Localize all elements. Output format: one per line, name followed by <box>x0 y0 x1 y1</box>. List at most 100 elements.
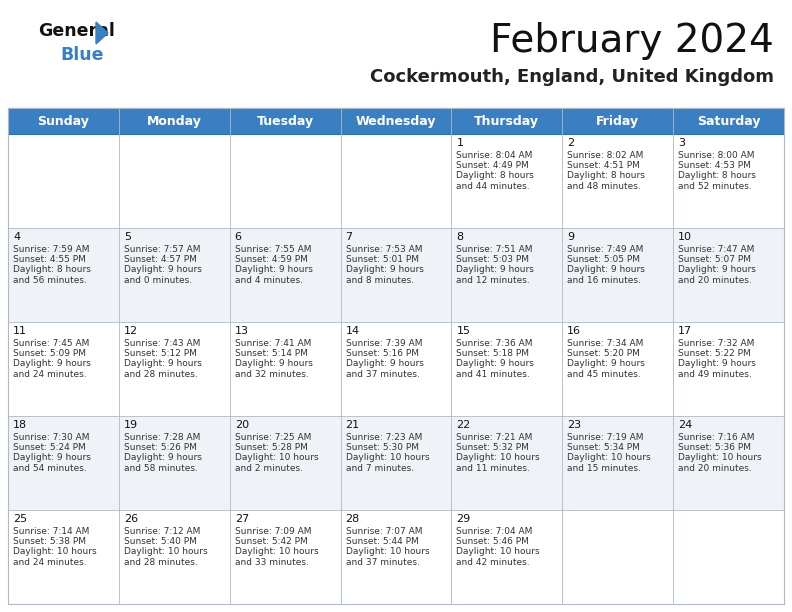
Text: 24: 24 <box>678 420 692 430</box>
Bar <box>119 322 230 416</box>
Bar <box>562 108 673 134</box>
Text: Sunset: 5:32 PM: Sunset: 5:32 PM <box>456 443 529 452</box>
Bar <box>451 510 562 604</box>
Text: and 11 minutes.: and 11 minutes. <box>456 464 531 473</box>
Text: General: General <box>38 22 115 40</box>
Text: 10: 10 <box>678 232 692 242</box>
Text: Sunrise: 7:28 AM: Sunrise: 7:28 AM <box>124 433 200 441</box>
Text: and 8 minutes.: and 8 minutes. <box>345 276 413 285</box>
Text: 1: 1 <box>456 138 463 148</box>
Text: 25: 25 <box>13 514 27 524</box>
Bar <box>562 134 673 228</box>
Bar <box>230 416 341 510</box>
Bar <box>8 134 119 228</box>
Text: 5: 5 <box>124 232 131 242</box>
Text: Sunset: 5:01 PM: Sunset: 5:01 PM <box>345 255 418 264</box>
Bar <box>119 510 230 604</box>
Text: Sunset: 5:03 PM: Sunset: 5:03 PM <box>456 255 529 264</box>
Text: and 20 minutes.: and 20 minutes. <box>678 276 752 285</box>
Text: 3: 3 <box>678 138 685 148</box>
Text: Daylight: 9 hours: Daylight: 9 hours <box>567 359 645 368</box>
Text: Daylight: 9 hours: Daylight: 9 hours <box>234 359 313 368</box>
Bar <box>8 108 119 134</box>
Bar <box>230 134 341 228</box>
Bar <box>673 108 784 134</box>
Text: Sunrise: 7:53 AM: Sunrise: 7:53 AM <box>345 245 422 253</box>
Bar <box>673 322 784 416</box>
Text: and 4 minutes.: and 4 minutes. <box>234 276 303 285</box>
Text: Sunset: 4:57 PM: Sunset: 4:57 PM <box>124 255 196 264</box>
Text: Sunrise: 7:36 AM: Sunrise: 7:36 AM <box>456 338 533 348</box>
Text: and 37 minutes.: and 37 minutes. <box>345 558 420 567</box>
Text: Sunset: 4:49 PM: Sunset: 4:49 PM <box>456 161 529 170</box>
Text: and 45 minutes.: and 45 minutes. <box>567 370 641 379</box>
Text: Sunrise: 7:32 AM: Sunrise: 7:32 AM <box>678 338 755 348</box>
Bar <box>451 416 562 510</box>
Text: Sunset: 5:22 PM: Sunset: 5:22 PM <box>678 349 751 358</box>
Text: Daylight: 10 hours: Daylight: 10 hours <box>234 548 318 556</box>
Text: Daylight: 10 hours: Daylight: 10 hours <box>456 453 540 463</box>
Text: 14: 14 <box>345 326 360 336</box>
Text: and 49 minutes.: and 49 minutes. <box>678 370 752 379</box>
Text: Sunrise: 7:23 AM: Sunrise: 7:23 AM <box>345 433 422 441</box>
Text: and 15 minutes.: and 15 minutes. <box>567 464 642 473</box>
Text: Sunrise: 7:47 AM: Sunrise: 7:47 AM <box>678 245 755 253</box>
Bar <box>230 322 341 416</box>
Text: Daylight: 9 hours: Daylight: 9 hours <box>456 359 535 368</box>
Text: 21: 21 <box>345 420 360 430</box>
Text: 11: 11 <box>13 326 27 336</box>
Text: Tuesday: Tuesday <box>257 114 314 127</box>
Bar <box>451 228 562 322</box>
Text: Sunrise: 7:43 AM: Sunrise: 7:43 AM <box>124 338 200 348</box>
Text: 26: 26 <box>124 514 138 524</box>
Polygon shape <box>96 22 108 44</box>
Text: 8: 8 <box>456 232 463 242</box>
Text: and 44 minutes.: and 44 minutes. <box>456 182 530 191</box>
Text: Friday: Friday <box>596 114 639 127</box>
Text: Daylight: 9 hours: Daylight: 9 hours <box>345 359 424 368</box>
Bar <box>451 322 562 416</box>
Text: Daylight: 10 hours: Daylight: 10 hours <box>567 453 651 463</box>
Text: February 2024: February 2024 <box>490 22 774 60</box>
Text: Daylight: 9 hours: Daylight: 9 hours <box>124 266 202 275</box>
Text: Sunrise: 7:19 AM: Sunrise: 7:19 AM <box>567 433 644 441</box>
Bar <box>8 510 119 604</box>
Text: Sunrise: 7:21 AM: Sunrise: 7:21 AM <box>456 433 533 441</box>
Text: Sunrise: 7:30 AM: Sunrise: 7:30 AM <box>13 433 89 441</box>
Text: Daylight: 8 hours: Daylight: 8 hours <box>678 171 756 181</box>
Text: Saturday: Saturday <box>697 114 760 127</box>
Bar <box>341 510 451 604</box>
Text: Blue: Blue <box>60 46 104 64</box>
Text: Sunset: 5:36 PM: Sunset: 5:36 PM <box>678 443 751 452</box>
Text: Sunset: 5:46 PM: Sunset: 5:46 PM <box>456 537 529 546</box>
Text: Daylight: 9 hours: Daylight: 9 hours <box>678 266 756 275</box>
Bar <box>119 134 230 228</box>
Text: Sunset: 5:26 PM: Sunset: 5:26 PM <box>124 443 196 452</box>
Bar <box>119 108 230 134</box>
Text: Sunrise: 7:57 AM: Sunrise: 7:57 AM <box>124 245 200 253</box>
Text: Sunset: 5:30 PM: Sunset: 5:30 PM <box>345 443 418 452</box>
Text: Sunset: 5:34 PM: Sunset: 5:34 PM <box>567 443 640 452</box>
Text: and 2 minutes.: and 2 minutes. <box>234 464 303 473</box>
Text: Sunrise: 7:12 AM: Sunrise: 7:12 AM <box>124 526 200 536</box>
Text: and 0 minutes.: and 0 minutes. <box>124 276 192 285</box>
Text: Wednesday: Wednesday <box>356 114 436 127</box>
Text: 6: 6 <box>234 232 242 242</box>
Text: Daylight: 10 hours: Daylight: 10 hours <box>234 453 318 463</box>
Text: Daylight: 9 hours: Daylight: 9 hours <box>678 359 756 368</box>
Text: Sunrise: 7:16 AM: Sunrise: 7:16 AM <box>678 433 755 441</box>
Text: Sunset: 5:16 PM: Sunset: 5:16 PM <box>345 349 418 358</box>
Text: and 7 minutes.: and 7 minutes. <box>345 464 413 473</box>
Text: Sunset: 5:38 PM: Sunset: 5:38 PM <box>13 537 86 546</box>
Bar <box>341 322 451 416</box>
Text: Sunrise: 7:51 AM: Sunrise: 7:51 AM <box>456 245 533 253</box>
Text: Daylight: 10 hours: Daylight: 10 hours <box>456 548 540 556</box>
Text: Sunset: 5:42 PM: Sunset: 5:42 PM <box>234 537 307 546</box>
Bar <box>119 416 230 510</box>
Text: Sunset: 5:40 PM: Sunset: 5:40 PM <box>124 537 196 546</box>
Text: Sunset: 5:18 PM: Sunset: 5:18 PM <box>456 349 529 358</box>
Text: Daylight: 8 hours: Daylight: 8 hours <box>456 171 535 181</box>
Text: Cockermouth, England, United Kingdom: Cockermouth, England, United Kingdom <box>370 68 774 86</box>
Text: Sunset: 5:28 PM: Sunset: 5:28 PM <box>234 443 307 452</box>
Text: Sunset: 5:07 PM: Sunset: 5:07 PM <box>678 255 751 264</box>
